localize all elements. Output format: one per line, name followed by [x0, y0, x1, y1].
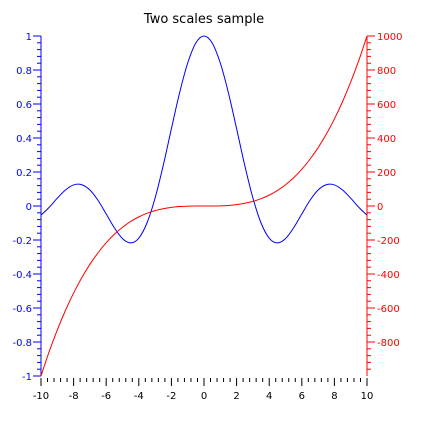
x-tick-label: 0: [201, 391, 207, 402]
x-tick-label: 8: [331, 391, 337, 402]
y-right-tick-label: -200: [377, 236, 400, 247]
x-tick-label: -10: [33, 391, 49, 402]
y-left-tick-label: -0.4: [12, 270, 32, 281]
x-tick-label: 2: [233, 391, 239, 402]
y-left-tick-label: -0.2: [12, 236, 32, 247]
chart-title: Two scales sample: [143, 12, 264, 27]
y-right-tick-label: 800: [377, 66, 396, 77]
y-right-tick-label: 1000: [377, 32, 402, 43]
x-tick-label: -8: [69, 391, 79, 402]
x-tick-label: 10: [361, 391, 374, 402]
y-right-tick-label: 600: [377, 100, 396, 111]
y-left-tick-label: 0.2: [16, 168, 32, 179]
y-left-tick-label: -0.8: [12, 338, 32, 349]
x-tick-label: -6: [101, 391, 111, 402]
y-right-tick-label: -600: [377, 304, 400, 315]
y-right-tick-label: 200: [377, 168, 396, 179]
y-right-tick-label: 0: [377, 202, 383, 213]
x-tick-label: -4: [134, 391, 144, 402]
x-tick-label: 4: [266, 391, 272, 402]
y-left-tick-label: 1: [26, 32, 32, 43]
y-left-tick-label: 0.8: [16, 66, 32, 77]
axes: -1-0.8-0.6-0.4-0.200.20.40.60.81-800-600…: [12, 32, 402, 402]
y-left-tick-label: -0.6: [12, 304, 32, 315]
x-tick-label: -2: [166, 391, 176, 402]
y-right-tick-label: 400: [377, 134, 396, 145]
series-layer: [40, 35, 368, 377]
y-left-tick-label: 0.4: [16, 134, 32, 145]
series-line-left-axis: [40, 35, 368, 244]
x-tick-label: 6: [299, 391, 305, 402]
y-left-tick-label: 0: [26, 202, 32, 213]
series-line-right-axis: [40, 35, 368, 377]
y-left-tick-label: -1: [22, 372, 32, 383]
y-right-tick-label: -400: [377, 270, 400, 281]
y-left-tick-label: 0.6: [16, 100, 32, 111]
y-right-tick-label: -800: [377, 338, 400, 349]
